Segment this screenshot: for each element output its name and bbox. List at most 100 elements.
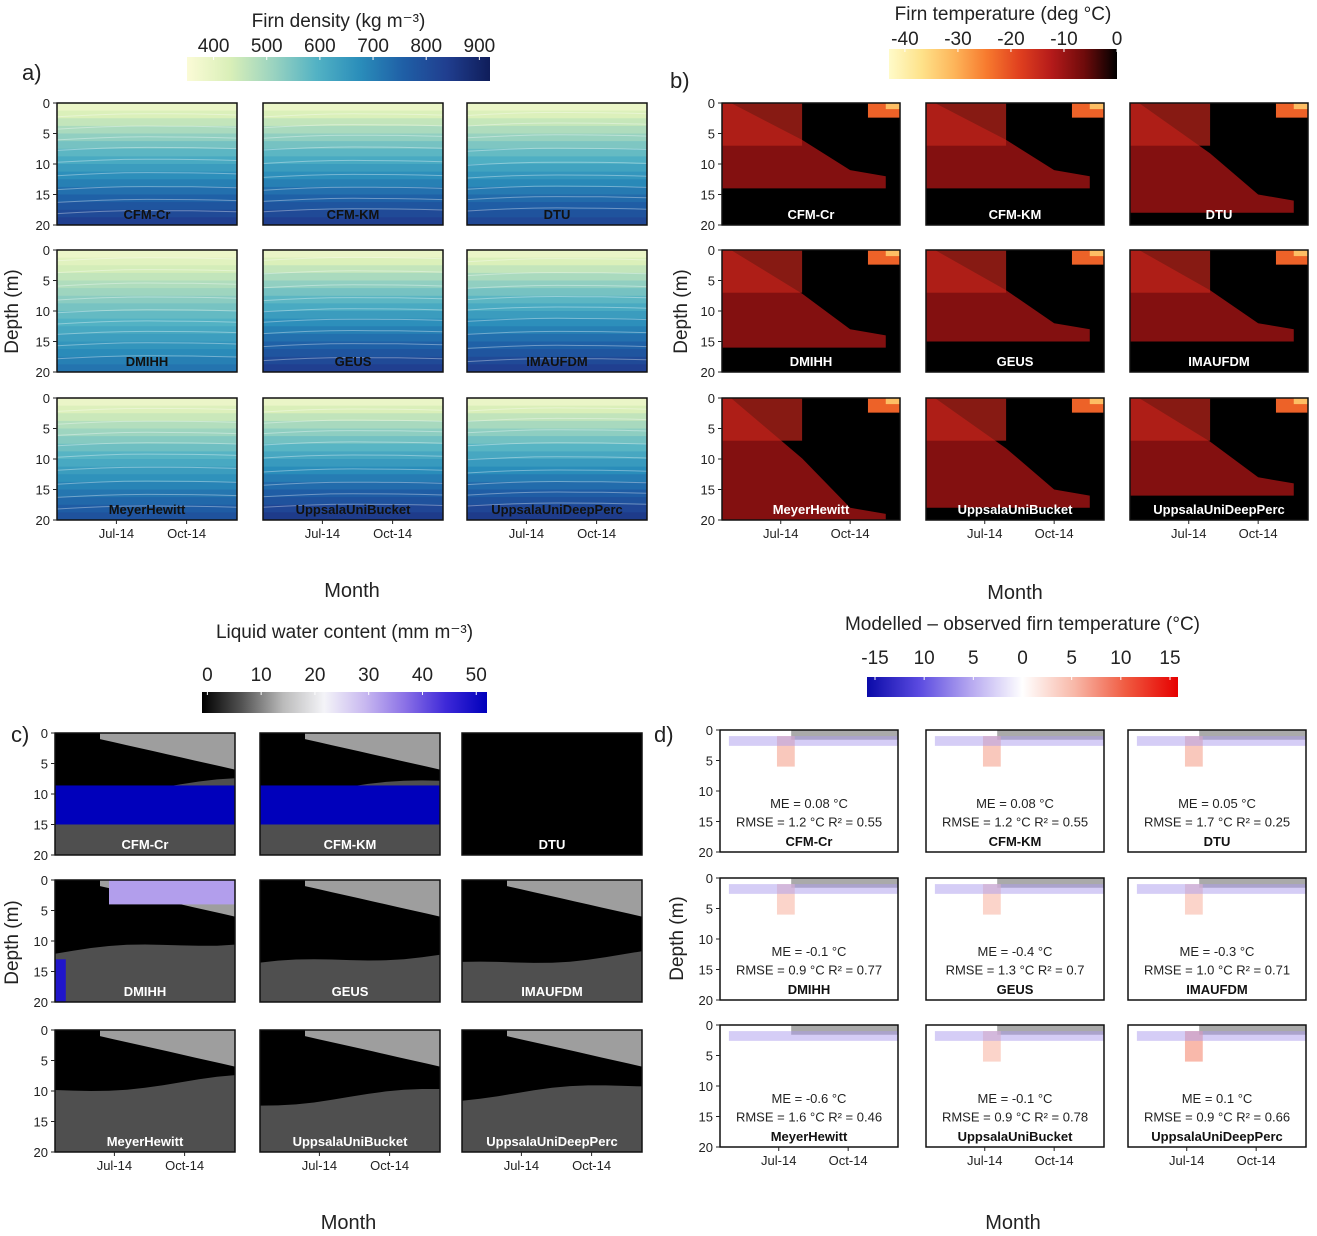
density-layer <box>467 280 647 289</box>
density-isoline <box>263 146 443 151</box>
heatmap-body <box>462 733 642 855</box>
density-layer <box>263 250 443 259</box>
density-layer <box>467 171 647 180</box>
colorbar-title: Firn density (kg m⁻³) <box>252 11 426 32</box>
density-layer <box>263 504 443 513</box>
y-tick-label: 15 <box>701 335 715 350</box>
density-isoline <box>263 481 443 486</box>
density-isoline <box>57 113 237 118</box>
density-layer <box>263 512 443 520</box>
density-layer <box>263 318 443 327</box>
stat-me: ME = -0.4 °C <box>978 944 1053 959</box>
heatmap-body <box>720 730 898 852</box>
density-layer <box>467 326 647 335</box>
y-tick-label: 0 <box>43 391 50 406</box>
panel-d: d) Modelled – observed firn temperature (… <box>654 614 1307 1234</box>
subplot-frame <box>925 729 1105 853</box>
y-tick-label: 0 <box>706 871 713 886</box>
subplot-frame <box>1127 729 1307 853</box>
subplot-uppsalaunibucket: UppsalaUniBucket Jul-14 Oct-14 <box>262 397 444 541</box>
density-isoline <box>57 420 237 425</box>
y-tick-label: 15 <box>34 818 48 833</box>
difference-background <box>1128 878 1306 1000</box>
density-layer <box>57 405 237 414</box>
subplot-frame <box>262 102 444 226</box>
heatmap-body <box>467 398 647 520</box>
density-layer <box>467 504 647 513</box>
density-layer <box>57 257 237 266</box>
winter-cold-region <box>722 398 803 441</box>
autumn-surface-cold <box>1089 103 1104 110</box>
subplot-dtu: DTU <box>461 732 643 856</box>
density-layer <box>57 512 237 520</box>
model-label: UppsalaUniBucket <box>293 1134 409 1149</box>
subplot-cfm-cr: CFM-Cr 0 5 10 15 20 <box>34 726 236 863</box>
density-layer <box>467 349 647 358</box>
y-axis-label: Depth (m) <box>2 900 23 984</box>
density-layer <box>263 420 443 430</box>
model-label: IMAUFDM <box>526 354 587 369</box>
density-layer <box>467 110 647 119</box>
density-layer <box>467 164 647 173</box>
percolation-zone <box>507 880 642 917</box>
x-tick-label: Jul-14 <box>509 526 544 541</box>
y-tick-label: 20 <box>34 1145 48 1160</box>
y-tick-label: 0 <box>706 1018 713 1033</box>
density-layer <box>57 474 237 483</box>
subplot-uppsalaunideepperc: ME = 0.1 °C RMSE = 0.9 °C R² = 0.66 Uppsal… <box>1127 1024 1307 1168</box>
density-layer <box>467 148 647 157</box>
no-data-region <box>791 1025 898 1035</box>
density-layer <box>263 133 443 142</box>
x-tick-label: Jul-14 <box>1171 526 1206 541</box>
model-label: CFM-Cr <box>124 207 171 222</box>
y-axis-label: Depth (m) <box>671 269 692 353</box>
subplot-frame <box>925 397 1105 521</box>
x-axis-label: Month <box>987 582 1043 604</box>
y-tick-label: 5 <box>41 757 48 772</box>
model-label: GEUS <box>997 354 1034 369</box>
subplot-dmihh: DMIHH 0 5 10 15 20 <box>34 873 236 1010</box>
density-layer <box>263 118 443 127</box>
density-layer <box>467 257 647 266</box>
y-tick-label: 5 <box>706 902 713 917</box>
density-layer <box>57 398 237 407</box>
heatmap-body <box>722 250 900 372</box>
heatmap-body <box>55 733 235 855</box>
density-layer <box>263 303 443 312</box>
percolation-zone <box>305 1030 440 1067</box>
heatmap-body <box>57 398 237 520</box>
density-layer <box>57 250 237 259</box>
model-label: DMIHH <box>126 354 169 369</box>
density-layer <box>57 209 237 218</box>
cold-bias-region <box>934 1031 1104 1041</box>
model-label: CFM-Cr <box>786 834 833 849</box>
heatmap-body <box>260 1030 440 1152</box>
subplot-uppsalaunibucket: ME = -0.1 °C RMSE = 0.9 °C R² = 0.78 Uppsa… <box>925 1024 1105 1168</box>
y-tick-label: 5 <box>708 274 715 289</box>
density-layer <box>467 303 647 312</box>
colorbar-tick-label: 10 <box>1110 648 1131 669</box>
density-layer <box>263 272 443 282</box>
density-layer <box>467 103 647 112</box>
model-label: GEUS <box>997 982 1034 997</box>
density-layer <box>467 288 647 297</box>
density-layer <box>263 333 443 343</box>
stat-rmse-r2: RMSE = 1.7 °C R² = 0.25 <box>1144 814 1290 829</box>
stat-me: ME = -0.3 °C <box>1180 944 1255 959</box>
density-layer <box>263 280 443 289</box>
density-isoline <box>57 466 237 471</box>
difference-background <box>1128 1025 1306 1147</box>
density-isoline <box>57 320 237 325</box>
density-isoline <box>467 207 647 212</box>
autumn-surface-cold <box>1089 398 1104 405</box>
colorbar-tick-label: 10 <box>914 648 935 669</box>
density-layer <box>57 194 237 203</box>
x-tick-label: Jul-14 <box>761 1153 796 1168</box>
density-isoline <box>263 173 443 178</box>
density-layer <box>57 451 237 460</box>
subplot-frame <box>259 732 441 856</box>
subplot-imaufdm: IMAUFDM <box>1129 249 1309 373</box>
subplot-uppsalaunideepperc: UppsalaUniDeepPerc Jul-14 Oct-14 <box>466 397 648 541</box>
density-layer <box>57 481 237 491</box>
density-isoline <box>57 342 237 347</box>
